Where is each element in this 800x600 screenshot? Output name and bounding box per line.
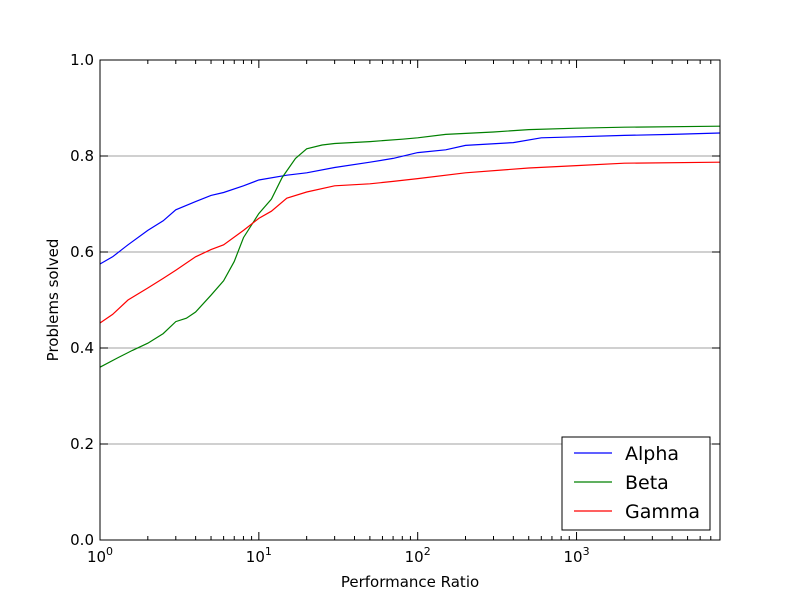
series-lines xyxy=(99,125,721,368)
x-axis-title: Performance Ratio xyxy=(341,573,479,591)
series-line-gamma xyxy=(99,161,721,324)
x-tick-label: 102 xyxy=(405,545,431,566)
y-tick-label: 0.8 xyxy=(70,147,94,165)
legend-label-beta: Beta xyxy=(625,472,669,494)
series-line-alpha xyxy=(99,132,721,265)
y-tick-label: 1.0 xyxy=(70,51,94,69)
legend-label-alpha: Alpha xyxy=(625,443,679,465)
legend: Alpha Beta Gamma xyxy=(561,436,711,531)
series-line-beta xyxy=(99,125,721,368)
y-tick-label: 0.0 xyxy=(70,531,94,549)
y-axis-title: Problems solved xyxy=(44,239,62,362)
x-tick-label: 103 xyxy=(563,545,589,566)
y-tick-label: 0.4 xyxy=(70,339,94,357)
y-tick-label: 0.6 xyxy=(70,243,94,261)
axis-ticks: 0.0 0.2 0.4 0.6 0.8 1.0 100 101 102 103 xyxy=(70,51,721,566)
x-tick-label: 100 xyxy=(87,545,113,566)
legend-label-gamma: Gamma xyxy=(625,501,700,523)
x-tick-label: 101 xyxy=(246,545,272,566)
grid-lines xyxy=(100,155,720,445)
y-tick-label: 0.2 xyxy=(70,435,94,453)
